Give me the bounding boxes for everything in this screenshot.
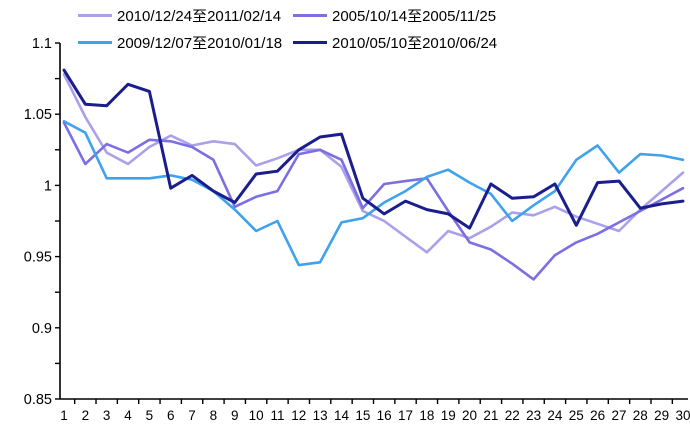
x-tick-label: 9 xyxy=(231,408,239,423)
y-tick-label: 0.85 xyxy=(24,392,52,408)
x-tick-label: 23 xyxy=(526,408,541,423)
x-tick-label: 14 xyxy=(334,408,350,423)
legend-label-series-4: 2010/05/10至2010/06/24 xyxy=(332,35,498,52)
x-tick-label: 8 xyxy=(210,408,218,423)
y-tick-label: 0.95 xyxy=(24,250,52,266)
x-tick-label: 17 xyxy=(398,408,413,423)
y-tick-label: 0.9 xyxy=(32,321,52,337)
y-tick-label: 1.05 xyxy=(24,107,52,123)
legend-item-series-3: 2009/12/07至2010/01/18 xyxy=(78,32,293,53)
x-tick-label: 18 xyxy=(419,408,434,423)
x-tick-label: 15 xyxy=(355,408,370,423)
x-tick-label: 5 xyxy=(146,408,154,423)
x-tick-label: 10 xyxy=(249,408,264,423)
legend-item-series-1: 2010/12/24至2011/02/14 xyxy=(78,5,293,26)
x-tick-label: 1 xyxy=(60,408,68,423)
x-tick-label: 30 xyxy=(675,408,690,423)
x-tick-label: 27 xyxy=(611,408,626,423)
x-tick-label: 4 xyxy=(124,408,132,423)
chart-legend: 2010/12/24至2011/02/14 2005/10/14至2005/11… xyxy=(78,5,508,53)
x-tick-label: 28 xyxy=(633,408,648,423)
x-tick-label: 6 xyxy=(167,408,175,423)
legend-label-series-1: 2010/12/24至2011/02/14 xyxy=(117,8,282,25)
legend-line-swatch-series-1 xyxy=(78,14,112,17)
x-tick-label: 25 xyxy=(569,408,584,423)
x-tick-label: 22 xyxy=(505,408,520,423)
y-tick-label: 1.1 xyxy=(32,36,52,52)
legend-label-series-3: 2009/12/07至2010/01/18 xyxy=(117,35,283,52)
legend-line-swatch-series-4 xyxy=(293,41,327,44)
legend-line-swatch-series-2 xyxy=(293,14,327,17)
x-tick-label: 29 xyxy=(654,408,669,423)
x-tick-label: 7 xyxy=(188,408,196,423)
legend-item-series-4: 2010/05/10至2010/06/24 xyxy=(293,32,508,53)
x-tick-label: 24 xyxy=(547,408,563,423)
legend-row-2: 2009/12/07至2010/01/18 2010/05/10至2010/06… xyxy=(78,32,508,53)
x-tick-label: 12 xyxy=(291,408,306,423)
x-tick-label: 16 xyxy=(377,408,392,423)
legend-line-swatch-series-3 xyxy=(78,41,112,44)
x-tick-label: 2 xyxy=(82,408,90,423)
x-tick-label: 13 xyxy=(313,408,328,423)
x-tick-label: 11 xyxy=(270,408,284,423)
x-tick-label: 3 xyxy=(103,408,111,423)
x-tick-label: 20 xyxy=(462,408,477,423)
legend-item-series-2: 2005/10/14至2005/11/25 xyxy=(293,5,508,26)
x-tick-label: 19 xyxy=(441,408,456,423)
series-line-1 xyxy=(62,73,685,254)
series-line-4 xyxy=(62,68,685,230)
y-tick-label: 1 xyxy=(44,178,52,194)
series-line-2 xyxy=(62,121,685,281)
x-tick-label: 21 xyxy=(483,408,498,423)
legend-label-series-2: 2005/10/14至2005/11/25 xyxy=(332,8,497,25)
x-tick-label: 26 xyxy=(590,408,605,423)
legend-row-1: 2010/12/24至2011/02/14 2005/10/14至2005/11… xyxy=(78,5,508,26)
